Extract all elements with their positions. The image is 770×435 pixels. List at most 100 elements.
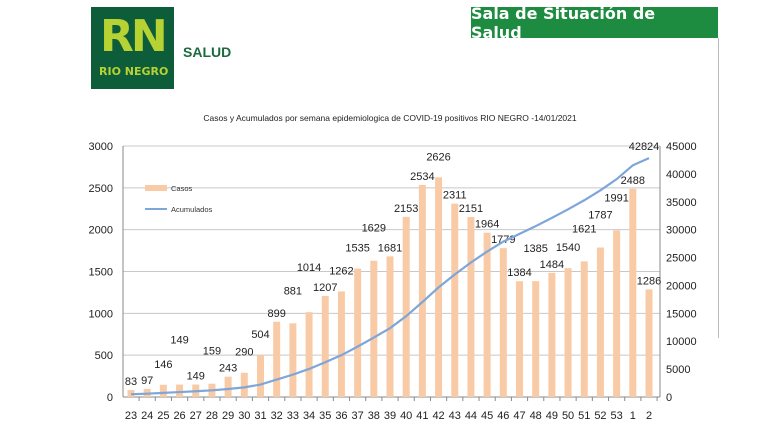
bar-data-label: 1286 (637, 275, 661, 287)
y2-tick-label: 10000 (666, 336, 697, 348)
x-tick-label: 53 (611, 410, 623, 422)
y2-tick-label: 20000 (666, 280, 697, 292)
bar (467, 217, 475, 397)
bar (532, 281, 540, 397)
x-tick-label: 45 (481, 410, 493, 422)
y-tick-label: 0 (107, 392, 113, 404)
bar-data-label: 1540 (556, 242, 580, 254)
bar-data-label: 2488 (621, 175, 645, 187)
x-tick-label: 38 (368, 410, 380, 422)
bar-data-label: 1779 (491, 234, 515, 246)
x-tick-label: 30 (238, 410, 250, 422)
x-tick-label: 33 (287, 410, 299, 422)
bar (224, 376, 232, 397)
bar (499, 248, 507, 397)
y2-tick-label: 15000 (666, 308, 697, 320)
bar-data-label: 2626 (426, 151, 450, 163)
bar-data-label: 149 (170, 335, 188, 347)
bar (321, 296, 329, 397)
y-tick-label: 1500 (89, 267, 113, 279)
x-tick-label: 39 (384, 410, 396, 422)
bar (451, 203, 459, 397)
bar-data-label: 290 (235, 347, 253, 359)
bar-data-label: 2534 (410, 171, 434, 183)
legend-label-casos: Casos (171, 184, 193, 193)
legend-swatch-casos (145, 185, 167, 191)
x-tick-label: 24 (141, 410, 153, 422)
bar (645, 289, 653, 397)
bar-data-label: 2311 (443, 190, 467, 202)
bar-data-label: 1787 (588, 209, 612, 221)
bar (176, 384, 184, 397)
x-tick-label: 35 (319, 410, 331, 422)
bar (548, 272, 556, 397)
bar (289, 323, 297, 397)
x-tick-label: 32 (271, 410, 283, 422)
x-tick-label: 47 (513, 410, 525, 422)
bar (386, 256, 394, 397)
x-tick-label: 40 (400, 410, 412, 422)
x-tick-label: 36 (335, 410, 347, 422)
bar-data-label: 2153 (394, 203, 418, 215)
y2-tick-label: 5000 (666, 364, 690, 376)
y2-tick-label: 35000 (666, 197, 697, 209)
bar (402, 216, 410, 397)
bar-data-label: 881 (284, 285, 302, 297)
x-tick-label: 34 (303, 410, 315, 422)
x-tick-label: 23 (125, 410, 137, 422)
bar (337, 291, 345, 397)
bar-data-label: 1681 (378, 242, 402, 254)
cumulative-line (130, 157, 650, 396)
x-tick-label: 52 (594, 410, 606, 422)
bar (516, 281, 523, 397)
rio-negro-logo: RN RIO NEGRO (91, 7, 174, 89)
y-tick-label: 2000 (89, 225, 113, 237)
y2-tick-label: 45000 (666, 141, 697, 153)
bar-data-label: 1014 (297, 262, 321, 274)
bar-data-label: 899 (268, 308, 286, 320)
banner-title: Sala de Situación de Salud (471, 4, 718, 42)
x-tick-label: 42 (432, 410, 444, 422)
bar-data-label: 97 (141, 375, 153, 387)
x-tick-label: 26 (173, 410, 185, 422)
x-tick-label: 44 (465, 410, 477, 422)
bar-data-label: 1262 (329, 265, 353, 277)
x-tick-label: 2 (646, 410, 652, 422)
x-tick-label: 25 (157, 410, 169, 422)
logo-rn: RN (100, 11, 168, 62)
legend-label-acumulados: Acumulados (171, 205, 213, 214)
y-tick-label: 1000 (89, 308, 113, 320)
cumulative-end-label: 42824 (629, 141, 660, 153)
y-tick-label: 3000 (89, 141, 113, 153)
section-label: SALUD (183, 44, 232, 60)
bar (580, 261, 588, 397)
x-tick-label: 41 (416, 410, 428, 422)
x-tick-label: 1 (630, 410, 636, 422)
bar (564, 268, 572, 397)
banner-text: Sala de Situación de Salud (471, 3, 656, 42)
bar-data-label: 1964 (475, 219, 499, 231)
bar-data-label: 1484 (540, 259, 564, 271)
bar (596, 247, 604, 397)
chart-title: Casos y Acumulados por semana epidemiolo… (203, 113, 577, 123)
x-tick-label: 48 (530, 410, 542, 422)
bar (159, 384, 167, 397)
bar-data-label: 146 (154, 359, 172, 371)
bar-data-label: 1629 (362, 223, 386, 235)
x-tick-label: 51 (578, 410, 590, 422)
bar-data-label: 2151 (459, 203, 483, 215)
bar (257, 354, 264, 397)
x-tick-label: 49 (546, 410, 558, 422)
bar (370, 260, 378, 397)
divider (718, 38, 719, 338)
bar-data-label: 1621 (572, 223, 596, 235)
bar (613, 230, 621, 397)
x-tick-label: 43 (449, 410, 461, 422)
bar (483, 232, 491, 397)
bar (354, 268, 362, 397)
x-tick-label: 46 (497, 410, 509, 422)
bar (240, 372, 248, 397)
x-tick-label: 50 (562, 410, 574, 422)
x-tick-label: 29 (222, 410, 234, 422)
